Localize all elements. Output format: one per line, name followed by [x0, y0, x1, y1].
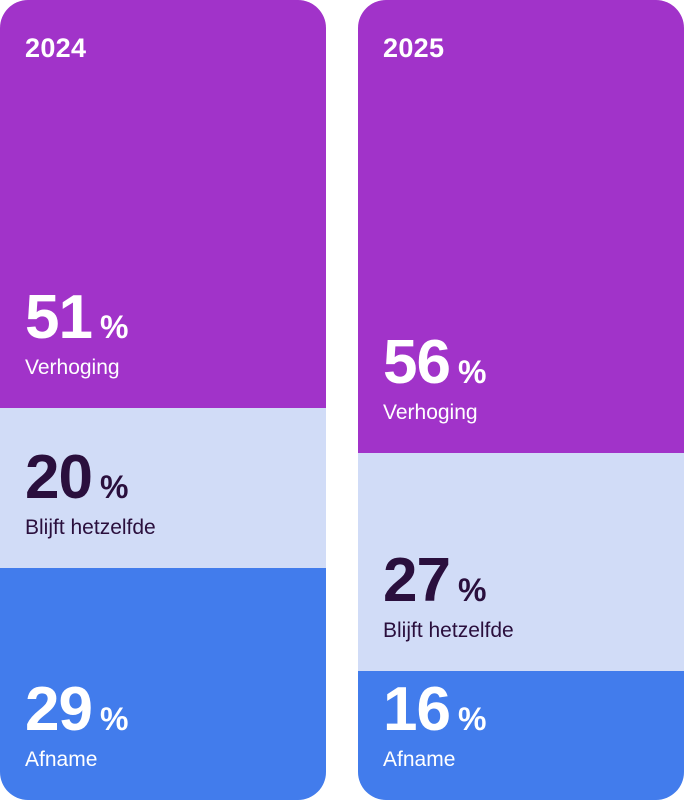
series-name-label: Afname	[25, 747, 98, 771]
bar-segment-verhoging-2024: 2024 51% Verhoging	[0, 0, 326, 408]
year-label-2025: 2025	[383, 33, 445, 63]
percent-line: 56%	[383, 327, 487, 397]
data-label-value: 56	[383, 327, 451, 397]
bar-segment-afname-2025: 16% Afname	[358, 671, 684, 800]
year-label-2024: 2024	[25, 33, 87, 63]
percent-line: 27%	[383, 545, 514, 615]
bar-segment-afname-2024: 29% Afname	[0, 568, 326, 800]
percent-sign: %	[457, 571, 487, 608]
segment-label-afname: 29% Afname	[25, 674, 129, 772]
percent-line: 51%	[25, 282, 129, 352]
percent-sign: %	[99, 468, 129, 505]
data-label-value: 51	[25, 282, 93, 352]
bar-segment-blijft-hetzelfde-2024: 20% Blijft hetzelfde	[0, 408, 326, 568]
data-label-value: 20	[25, 442, 93, 512]
column-2025: 2025 56% Verhoging 27% Blijft hetzelfde 16% Af…	[358, 0, 684, 800]
data-label-value: 16	[383, 674, 451, 744]
segment-label-verhoging: 51% Verhoging	[25, 282, 129, 380]
series-name-label: Blijft hetzelfde	[25, 515, 156, 539]
series-name-label: Verhoging	[383, 400, 478, 424]
segment-label-afname: 16% Afname	[383, 674, 487, 772]
column-2024: 2024 51% Verhoging 20% Blijft hetzelfde 29% Af…	[0, 0, 326, 800]
bar-segment-blijft-hetzelfde-2025: 27% Blijft hetzelfde	[358, 453, 684, 671]
series-name-label: Verhoging	[25, 355, 120, 379]
percent-line: 20%	[25, 442, 156, 512]
segment-label-verhoging: 56% Verhoging	[383, 327, 487, 425]
percent-sign: %	[99, 700, 129, 737]
percent-sign: %	[99, 308, 129, 345]
bar-segment-verhoging-2025: 2025 56% Verhoging	[358, 0, 684, 453]
series-name-label: Afname	[383, 747, 456, 771]
percent-line: 29%	[25, 674, 129, 744]
data-label-value: 29	[25, 674, 93, 744]
segment-label-blijft-hetzelfde: 27% Blijft hetzelfde	[383, 545, 514, 643]
data-label-value: 27	[383, 545, 451, 615]
percent-sign: %	[457, 353, 487, 390]
segment-label-blijft-hetzelfde: 20% Blijft hetzelfde	[25, 442, 156, 540]
percent-line: 16%	[383, 674, 487, 744]
percent-sign: %	[457, 700, 487, 737]
series-name-label: Blijft hetzelfde	[383, 618, 514, 642]
